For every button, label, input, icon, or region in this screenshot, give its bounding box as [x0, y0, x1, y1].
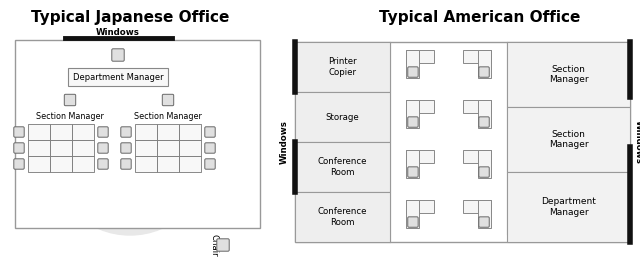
Text: Section Manager: Section Manager	[134, 112, 202, 121]
FancyBboxPatch shape	[98, 159, 108, 169]
Bar	[507, 107, 630, 172]
Circle shape	[375, 75, 535, 235]
Bar	[463, 50, 491, 63]
Text: Section Manager: Section Manager	[36, 112, 104, 121]
FancyBboxPatch shape	[14, 143, 24, 153]
Bar	[28, 124, 50, 140]
Bar	[479, 100, 491, 128]
Bar	[135, 140, 157, 156]
Bar	[507, 42, 630, 107]
Bar	[179, 140, 201, 156]
Bar	[463, 100, 491, 113]
Bar	[295, 42, 390, 92]
FancyBboxPatch shape	[14, 159, 24, 169]
FancyBboxPatch shape	[14, 127, 24, 137]
Bar	[295, 142, 390, 192]
Text: Conference
Room: Conference Room	[317, 207, 367, 227]
Bar	[463, 150, 491, 163]
Bar	[406, 50, 419, 78]
Bar	[50, 140, 72, 156]
Bar	[72, 156, 94, 172]
FancyBboxPatch shape	[121, 143, 131, 153]
Bar	[15, 40, 260, 228]
FancyBboxPatch shape	[98, 127, 108, 137]
FancyBboxPatch shape	[408, 67, 418, 77]
Text: Typical Japanese Office: Typical Japanese Office	[31, 10, 229, 25]
Text: Windows: Windows	[634, 120, 640, 164]
Text: Storage: Storage	[326, 112, 360, 121]
FancyBboxPatch shape	[205, 127, 215, 137]
FancyBboxPatch shape	[163, 94, 173, 106]
Bar	[406, 200, 434, 213]
Text: Windows: Windows	[96, 28, 140, 37]
Bar	[479, 200, 491, 228]
FancyBboxPatch shape	[121, 127, 131, 137]
Bar	[479, 150, 491, 178]
Bar	[135, 124, 157, 140]
FancyBboxPatch shape	[408, 217, 418, 227]
Bar	[72, 124, 94, 140]
Bar	[179, 156, 201, 172]
Bar	[295, 92, 390, 142]
Text: Section
Manager: Section Manager	[548, 130, 588, 149]
Bar	[507, 172, 630, 242]
Text: Chair: Chair	[209, 234, 218, 256]
Text: Typical American Office: Typical American Office	[380, 10, 580, 25]
Text: Department
Manager: Department Manager	[541, 197, 596, 217]
Bar	[406, 150, 434, 163]
Bar	[72, 140, 94, 156]
Bar	[157, 140, 179, 156]
Bar	[135, 156, 157, 172]
Text: Conference
Room: Conference Room	[317, 157, 367, 177]
Text: Section
Manager: Section Manager	[548, 65, 588, 84]
FancyBboxPatch shape	[479, 67, 489, 77]
Bar	[295, 192, 390, 242]
Bar	[50, 124, 72, 140]
FancyBboxPatch shape	[479, 167, 489, 177]
Text: Printer
Copier: Printer Copier	[328, 57, 357, 77]
Bar	[28, 140, 50, 156]
FancyBboxPatch shape	[408, 117, 418, 127]
Bar	[406, 100, 434, 113]
FancyBboxPatch shape	[68, 68, 168, 86]
Bar	[406, 100, 419, 128]
Circle shape	[50, 75, 210, 235]
FancyBboxPatch shape	[121, 159, 131, 169]
Bar	[157, 124, 179, 140]
Text: Windows: Windows	[280, 120, 289, 164]
Bar	[463, 200, 491, 213]
FancyBboxPatch shape	[408, 167, 418, 177]
Text: Department Manager: Department Manager	[73, 73, 163, 81]
Bar	[406, 50, 434, 63]
FancyBboxPatch shape	[64, 94, 76, 106]
Bar	[50, 156, 72, 172]
FancyBboxPatch shape	[98, 143, 108, 153]
FancyBboxPatch shape	[479, 217, 489, 227]
Bar	[157, 156, 179, 172]
FancyBboxPatch shape	[479, 117, 489, 127]
FancyBboxPatch shape	[205, 143, 215, 153]
FancyBboxPatch shape	[112, 49, 124, 61]
FancyBboxPatch shape	[205, 159, 215, 169]
Bar	[406, 150, 419, 178]
FancyBboxPatch shape	[217, 239, 229, 251]
Bar	[295, 42, 630, 242]
Bar	[479, 50, 491, 78]
Bar	[406, 200, 419, 228]
Bar	[28, 156, 50, 172]
Bar	[179, 124, 201, 140]
